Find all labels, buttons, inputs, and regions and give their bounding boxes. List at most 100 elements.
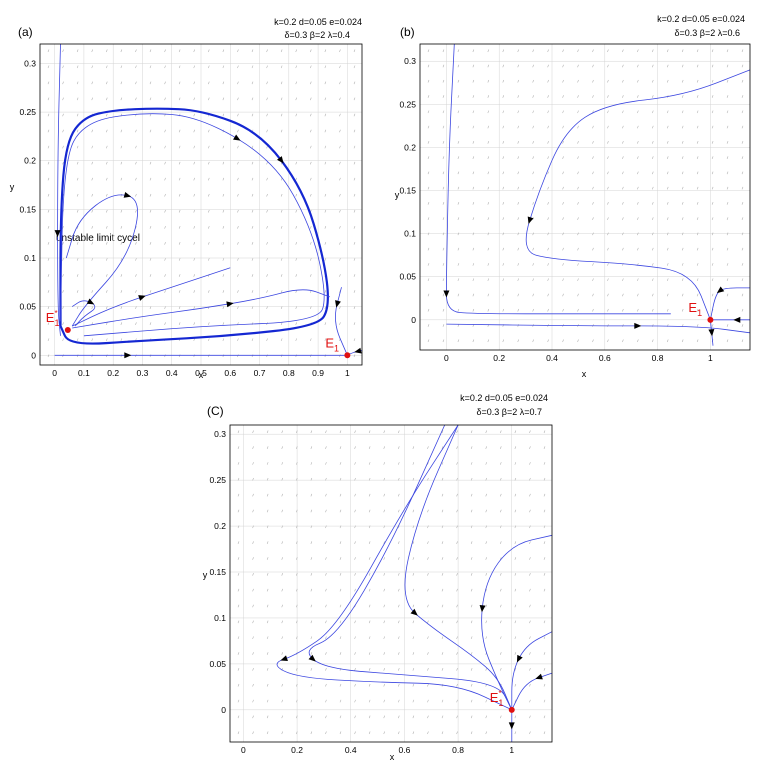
field-arrow <box>592 64 594 68</box>
field-arrow <box>441 604 444 608</box>
field-arrow <box>711 232 714 236</box>
field-arrow <box>577 186 579 190</box>
equilibrium-superscript: * <box>498 689 501 698</box>
field-arrow <box>281 620 283 624</box>
field-arrow <box>487 49 490 53</box>
field-arrow <box>47 65 50 69</box>
field-arrow <box>325 462 327 465</box>
field-arrow <box>354 477 356 481</box>
field-arrow <box>354 541 356 545</box>
field-arrow <box>592 125 594 129</box>
field-arrow <box>296 620 298 624</box>
field-arrow <box>252 493 254 497</box>
field-arrow <box>280 113 283 117</box>
field-arrow <box>266 557 269 560</box>
field-arrow <box>237 306 239 309</box>
field-arrow <box>296 668 298 671</box>
field-arrow <box>296 493 298 497</box>
field-arrow <box>353 290 356 293</box>
field-arrow <box>514 509 517 513</box>
field-arrow <box>149 81 152 85</box>
field-arrow <box>652 263 654 266</box>
field-arrow <box>266 493 269 497</box>
field-arrow <box>741 263 744 266</box>
field-arrow <box>193 354 195 358</box>
field-arrow <box>441 541 444 545</box>
field-arrow <box>472 339 475 343</box>
field-arrow <box>726 186 729 190</box>
trajectory-arrowhead <box>716 286 725 294</box>
field-arrow <box>106 113 108 117</box>
field-arrow <box>120 322 123 326</box>
field-arrow <box>339 65 341 69</box>
field-arrow <box>353 242 356 245</box>
trajectory-arrowhead <box>138 295 146 301</box>
x-tick-label: 0.4 <box>345 745 357 755</box>
field-arrow <box>547 263 549 266</box>
field-arrow <box>47 306 50 309</box>
field-arrow <box>106 322 108 326</box>
field-arrow <box>666 308 669 312</box>
field-arrow <box>149 322 152 326</box>
field-arrow <box>310 668 313 671</box>
field-arrow <box>62 161 64 165</box>
field-arrow <box>427 186 430 190</box>
field-arrow <box>310 557 313 560</box>
field-arrow <box>281 636 283 640</box>
field-arrow <box>711 95 714 98</box>
field-arrow <box>427 509 429 513</box>
field-arrow <box>47 209 50 213</box>
field-arrow <box>178 209 181 213</box>
field-arrow <box>324 177 327 181</box>
field-arrow <box>577 308 579 312</box>
plot-frame <box>39 43 363 366</box>
field-arrow <box>485 446 487 449</box>
field-arrow <box>325 525 327 529</box>
trajectory-arrowhead <box>535 673 543 680</box>
field-arrow <box>237 652 240 655</box>
y-tick-label: 0.3 <box>404 56 416 66</box>
field-arrow <box>711 49 714 53</box>
field-arrow <box>266 161 268 165</box>
field-arrow <box>339 446 342 449</box>
field-arrow <box>577 202 579 205</box>
field-arrow <box>502 64 505 68</box>
equilibrium-point <box>344 352 351 359</box>
field-arrow <box>622 217 624 221</box>
field-arrow <box>472 186 475 190</box>
field-arrow <box>741 110 744 114</box>
field-arrow <box>280 338 283 342</box>
field-arrow <box>62 258 64 261</box>
field-arrow <box>120 242 123 245</box>
field-arrow <box>472 293 475 297</box>
field-arrow <box>412 541 415 545</box>
field-arrow <box>666 247 669 251</box>
field-arrow <box>339 49 341 53</box>
x-tick-label: 0.5 <box>195 368 207 378</box>
field-arrow <box>456 652 458 655</box>
field-arrow <box>354 699 356 703</box>
field-arrow <box>266 193 268 197</box>
field-arrow <box>368 572 371 576</box>
equilibrium-label: E1* <box>490 689 504 708</box>
trajectory-traj-1 <box>525 69 751 320</box>
field-arrow <box>666 171 669 175</box>
field-arrow <box>441 477 444 481</box>
field-arrow <box>485 572 487 576</box>
field-arrow <box>517 64 519 68</box>
field-arrow <box>353 225 356 229</box>
panel-b-label: (b) <box>400 25 415 39</box>
field-arrow <box>222 145 225 149</box>
field-arrow <box>325 446 327 449</box>
field-arrow <box>529 668 531 671</box>
field-arrow <box>500 620 502 624</box>
field-arrow <box>427 263 430 266</box>
field-arrow <box>487 263 490 266</box>
field-arrow <box>91 81 93 85</box>
field-arrow <box>442 171 445 175</box>
field-arrow <box>711 110 714 114</box>
x-tick-label: 0.9 <box>312 368 324 378</box>
y-tick-label: 0.05 <box>399 272 416 282</box>
field-arrow <box>91 274 93 277</box>
field-arrow <box>354 620 356 624</box>
